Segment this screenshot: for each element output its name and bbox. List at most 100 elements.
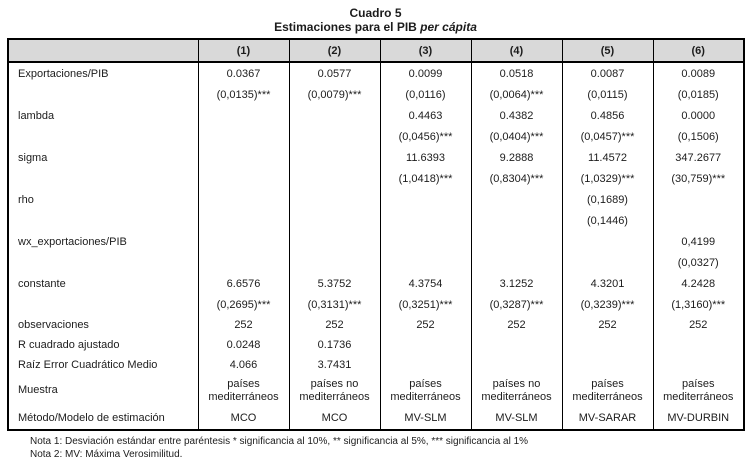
header-cell-col1: (1) (198, 39, 290, 63)
table-cell (289, 168, 381, 189)
table-cell: 4.3754 (380, 273, 472, 294)
table-cell: (0,1506) (653, 126, 745, 147)
table-cell: (1,3160)*** (653, 294, 745, 315)
table-cell (380, 335, 472, 355)
table-cell: MV-SARAR (562, 406, 654, 430)
table-cell: 0,4199 (653, 231, 745, 252)
table-cell: (0,0185) (653, 84, 745, 105)
title-subtitle-italic: per cápita (420, 20, 477, 34)
table-cell: (0,8304)*** (471, 168, 563, 189)
table-cell: 0.0248 (198, 335, 290, 355)
row-label (8, 168, 199, 189)
table-cell (471, 210, 563, 231)
row-label: R cuadrado ajustado (8, 335, 199, 355)
table-cell (289, 252, 381, 273)
table-row: wx_exportaciones/PIB 0,4199 (8, 231, 745, 252)
table-cell (198, 147, 290, 168)
row-label (8, 126, 199, 147)
header-cell-col2: (2) (289, 39, 381, 63)
table-cell: 252 (380, 315, 472, 335)
table-cell: 0.0367 (198, 62, 290, 84)
table-cell: 11.4572 (562, 147, 654, 168)
table-cell: 0.4382 (471, 105, 563, 126)
table-cell: MV-SLM (380, 406, 472, 430)
table-row: Exportaciones/PIB 0.0367 0.0577 0.0099 0.051… (8, 62, 745, 84)
table-row: Raíz Error Cuadrático Medio 4.066 3.7431 (8, 355, 745, 375)
table-header: (1) (2) (3) (4) (5) (6) (8, 39, 745, 63)
table-cell: (0,0457)*** (562, 126, 654, 147)
table-cell: (1,0418)*** (380, 168, 472, 189)
table-cell (198, 210, 290, 231)
table-cell: (0,3251)*** (380, 294, 472, 315)
table-cell: 3.1252 (471, 273, 563, 294)
table-cell: 0.4856 (562, 105, 654, 126)
table-cell (471, 189, 563, 210)
table-cell: 3.7431 (289, 355, 381, 375)
table-cell (653, 210, 745, 231)
table-cell: 252 (198, 315, 290, 335)
table-cell: (0,0404)*** (471, 126, 563, 147)
table-row: Muestra países mediterráneos países no med… (8, 375, 745, 406)
table-cell (471, 231, 563, 252)
table-cell: 0.0089 (653, 62, 745, 84)
table-cell: MV-DURBIN (653, 406, 745, 430)
table-cell: (0,3287)*** (471, 294, 563, 315)
header-cell-col6: (6) (653, 39, 745, 63)
table-cell (471, 252, 563, 273)
table-cell (562, 335, 654, 355)
table-cell: (1,0329)*** (562, 168, 654, 189)
table-row: (0,2695)*** (0,3131)*** (0,3251)*** (0,3287… (8, 294, 745, 315)
header-cell-col4: (4) (471, 39, 563, 63)
table-cell: países mediterráneos (653, 375, 745, 406)
table-cell: 252 (653, 315, 745, 335)
table-cell: 0.0099 (380, 62, 472, 84)
row-label: Exportaciones/PIB (8, 62, 199, 84)
table-cell (380, 355, 472, 375)
table-cell: 4.2428 (653, 273, 745, 294)
table-cell: 252 (289, 315, 381, 335)
row-label (8, 252, 199, 273)
table-cell: países no mediterráneos (471, 375, 563, 406)
table-cell: (0,3239)*** (562, 294, 654, 315)
table-title: Cuadro 5 Estimaciones para el PIB per cá… (0, 0, 751, 34)
row-label: constante (8, 273, 199, 294)
row-label: sigma (8, 147, 199, 168)
table-row: R cuadrado ajustado 0.0248 0.1736 (8, 335, 745, 355)
table-cell: 347.2677 (653, 147, 745, 168)
table-cell: 4.066 (198, 355, 290, 375)
table-cell: (0,0116) (380, 84, 472, 105)
table-cell: (0,0064)*** (471, 84, 563, 105)
table-cell (653, 355, 745, 375)
table-row: rho (0,1689) (8, 189, 745, 210)
table-cell: MV-SLM (471, 406, 563, 430)
table-row: Método/Modelo de estimación MCO MCO MV-SLM M… (8, 406, 745, 430)
header-cell-empty (8, 39, 199, 63)
table-cell: (0,0135)*** (198, 84, 290, 105)
table-cell: 0.0518 (471, 62, 563, 84)
table-cell: (0,0327) (653, 252, 745, 273)
table-row: (1,0418)*** (0,8304)*** (1,0329)*** (30,759… (8, 168, 745, 189)
header-cell-col5: (5) (562, 39, 654, 63)
table-row: sigma 11.6393 9.2888 11.4572 347.2677 (8, 147, 745, 168)
table-cell: MCO (198, 406, 290, 430)
table-cell (380, 210, 472, 231)
results-table: (1) (2) (3) (4) (5) (6) Exportaciones/PI… (7, 38, 745, 431)
table-cell: 0.4463 (380, 105, 472, 126)
table-cell (380, 231, 472, 252)
table-row: lambda 0.4463 0.4382 0.4856 0.0000 (8, 105, 745, 126)
table-cell (198, 252, 290, 273)
table-row: (0,0456)*** (0,0404)*** (0,0457)*** (0,1506… (8, 126, 745, 147)
table-cell: países mediterráneos (198, 375, 290, 406)
row-label: Muestra (8, 375, 199, 406)
table-row: constante 6.6576 5.3752 4.3754 3.1252 4.3201 4… (8, 273, 745, 294)
row-label (8, 210, 199, 231)
table-cell: MCO (289, 406, 381, 430)
table-cell: 0.1736 (289, 335, 381, 355)
row-label: Raíz Error Cuadrático Medio (8, 355, 199, 375)
table-cell (562, 252, 654, 273)
table-cell (198, 126, 290, 147)
table-cell (198, 231, 290, 252)
table-cell (380, 252, 472, 273)
table-cell: 252 (471, 315, 563, 335)
row-label (8, 84, 199, 105)
